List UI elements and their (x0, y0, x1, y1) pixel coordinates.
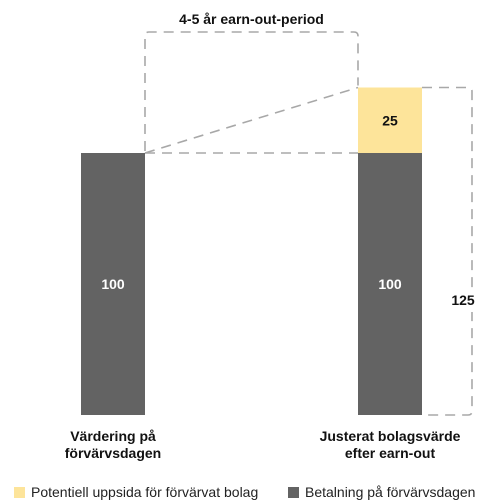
category-label-1: Justerat bolagsvärde efter earn-out (320, 428, 461, 461)
dashed-annotations: 4-5 år earn-out-period 125 (144, 11, 478, 416)
category-label-line-1-1: efter earn-out (345, 445, 436, 461)
bar-value-label-payment-1: 100 (378, 276, 402, 292)
bar-payment-1 (358, 153, 422, 415)
bar-value-label-upside-1: 25 (382, 112, 398, 128)
bar-payment-0 (81, 153, 145, 415)
category-label-line-0-1: förvärvsdagen (65, 445, 161, 461)
legend-swatch-payment (288, 486, 299, 498)
connector-top (144, 86, 359, 154)
legend-swatch-upside (14, 486, 25, 498)
chart: 100 100 25 4-5 år earn-out-period 125 Värde… (64, 11, 478, 461)
period-bracket (144, 31, 359, 151)
bar-upside-1 (358, 87, 422, 153)
legend-item-upside: Potentiell uppsida för förvärvat bolag (14, 484, 258, 500)
legend-label-upside: Potentiell uppsida för förvärvat bolag (31, 484, 259, 500)
period-label: 4-5 år earn-out-period (179, 11, 324, 27)
category-label-0: Värdering på förvärvsdagen (65, 428, 161, 461)
category-label-line-0-0: Värdering på (70, 428, 156, 444)
legend-item-payment: Betalning på förvärvsdagen (288, 484, 475, 500)
bar-value-label-payment-0: 100 (101, 276, 125, 292)
total-label: 125 (451, 292, 475, 308)
category-label-line-1-0: Justerat bolagsvärde (320, 428, 461, 444)
total-label-bg (448, 288, 478, 312)
total-bracket (422, 86, 473, 416)
legend: Potentiell uppsida för förvärvat bolag B… (14, 484, 484, 502)
category-labels: Värdering på förvärvsdagen Justerat bolags… (65, 428, 461, 461)
legend-label-payment: Betalning på förvärvsdagen (305, 484, 476, 500)
bars-group: 100 100 25 (81, 87, 422, 415)
